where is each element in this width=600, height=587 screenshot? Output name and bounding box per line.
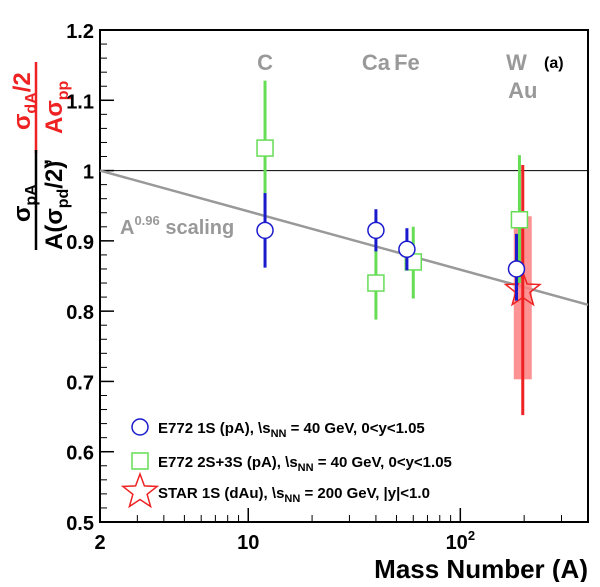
element-labels-group: C Ca Fe W Au xyxy=(257,50,537,103)
data-point-circle xyxy=(256,221,274,240)
data-markers-group xyxy=(256,80,542,416)
element-label-au: Au xyxy=(508,78,537,103)
data-point-circle xyxy=(367,221,385,240)
reference-lines-group xyxy=(99,169,589,307)
legend-entry-label: E772 2S+3S (pA), \sNN = 40 GeV, 0<y<1.05 xyxy=(158,454,452,474)
y-tick-label: 1.2 xyxy=(66,21,94,43)
data-point-star xyxy=(503,269,542,307)
data-point-circle xyxy=(398,240,416,259)
data-point-square xyxy=(256,139,274,157)
legend-entry-label: STAR 1S (dAu), \sNN = 200 GeV, |y|<1.0 xyxy=(158,485,430,505)
element-label-ca: Ca xyxy=(362,50,391,75)
legend: E772 1S (pA), \sNN = 40 GeV, 0<y<1.05 E77… xyxy=(120,418,452,509)
legend-marker-square xyxy=(131,452,149,470)
y-tick-label: 1 xyxy=(83,162,94,184)
x-tick-label: 2 xyxy=(94,532,105,554)
panel-label: (a) xyxy=(544,55,564,72)
legend-marker-circle xyxy=(131,418,149,436)
y-tick-label: 1.1 xyxy=(66,91,94,113)
y-tick-label: 0.6 xyxy=(66,443,94,465)
ylabel-red-denominator: Aσpp xyxy=(41,80,72,134)
y-axis-label-separator: , xyxy=(28,159,53,165)
legend-entry-label: E772 1S (pA), \sNN = 40 GeV, 0<y<1.05 xyxy=(158,420,425,440)
element-label-c: C xyxy=(257,50,273,75)
y-axis-label-red: σdA/2 Aσpp xyxy=(9,62,72,153)
x-axis-label: Mass Number (A) xyxy=(374,554,588,582)
y-tick-label: 0.9 xyxy=(66,232,94,254)
ylabel-black-denominator: A(σpd/2) xyxy=(41,161,72,250)
y-tick-label: 0.8 xyxy=(66,302,94,324)
axes-group: 0.5 0.6 0.7 0.8 0.9 1 1.1 1.2 2 10 102 xyxy=(66,21,589,554)
data-point-circle xyxy=(507,260,526,278)
legend-marker-star xyxy=(120,471,160,509)
y-tick-label: 0.5 xyxy=(66,513,94,535)
scaling-label: A0.96 scaling xyxy=(120,213,234,239)
element-label-fe: Fe xyxy=(394,50,420,75)
data-point-square xyxy=(510,211,529,229)
element-label-w: W xyxy=(506,50,527,75)
x-tick-label: 10 xyxy=(237,532,259,554)
x-tick-label: 102 xyxy=(446,528,475,554)
y-axis-label-black: σpA A(σpd/2) xyxy=(9,150,72,250)
data-point-square xyxy=(367,274,385,292)
y-tick-label: 0.7 xyxy=(66,372,94,394)
plot-frame xyxy=(99,29,589,523)
scaling-curve xyxy=(99,169,589,307)
